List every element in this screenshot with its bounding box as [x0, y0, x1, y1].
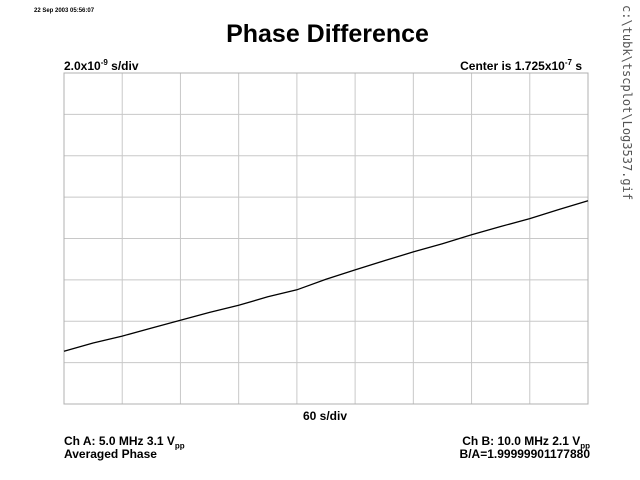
vertical-scale-label: 2.0x10-9 s/div — [64, 58, 139, 73]
vertical-scale-exponent: -9 — [100, 58, 108, 67]
channel-a-subscript: pp — [174, 441, 185, 451]
ratio-label: B/A=1.99999901177880 — [459, 447, 590, 461]
channel-a-text: Ch A: 5.0 MHz 3.1 V — [64, 434, 175, 448]
channel-a-label: Ch A: 5.0 MHz 3.1 Vpp — [64, 434, 185, 450]
vertical-scale-prefix: 2.0x10 — [64, 59, 101, 73]
horizontal-scale-label: 60 s/div — [302, 409, 348, 423]
mode-label: Averaged Phase — [64, 447, 157, 461]
channel-b-label: Ch B: 10.0 MHz 2.1 Vpp — [462, 434, 590, 450]
chart-title: Phase Difference — [226, 20, 429, 48]
phase-series-line — [63, 200, 589, 352]
center-suffix: s — [571, 59, 582, 73]
plot-frame — [63, 72, 589, 405]
file-path: c:\tubk\tscplot\Log3537.gif — [620, 5, 634, 201]
timestamp: 22 Sep 2003 05:56:07 — [34, 8, 95, 14]
vertical-scale-suffix: s/div — [107, 59, 139, 73]
channel-b-subscript: pp — [580, 441, 590, 451]
center-prefix: Center is 1.725x10 — [460, 59, 565, 73]
grid — [63, 72, 589, 405]
series-layer — [63, 200, 589, 352]
center-label: Center is 1.725x10-7 s — [460, 58, 582, 73]
channel-b-text: Ch B: 10.0 MHz 2.1 V — [462, 434, 581, 448]
center-exponent: -7 — [564, 58, 572, 67]
